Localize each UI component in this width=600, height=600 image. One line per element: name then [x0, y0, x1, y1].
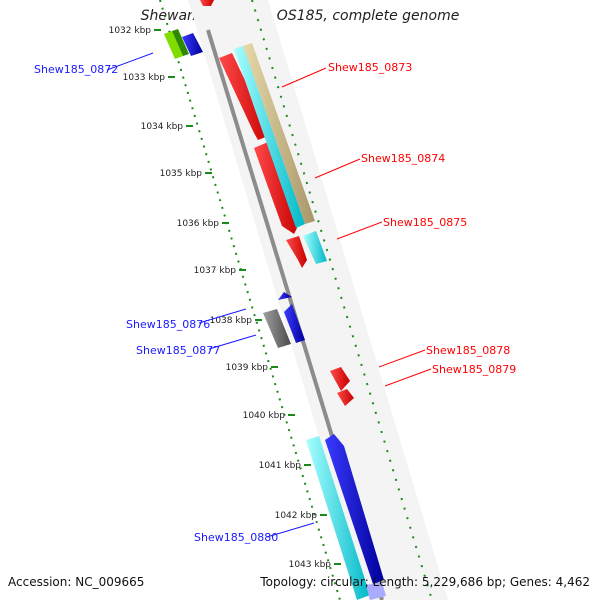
gene-blue-0872	[182, 33, 203, 56]
tick-label: 1032 kbp	[109, 26, 152, 36]
gene-label[interactable]: Shew185_0880	[194, 531, 278, 544]
gene-cyan-0875	[303, 231, 327, 264]
gene-leader-line	[266, 522, 315, 538]
gene-leader-line	[314, 158, 361, 179]
map-band	[188, 0, 448, 600]
gene-red-0878	[330, 367, 350, 391]
gene-leader-line	[378, 349, 426, 368]
gene-label[interactable]: Shew185_0879	[432, 363, 516, 376]
tick-label: 1038 kbp	[210, 316, 253, 326]
gene-label[interactable]: Shew185_0877	[136, 344, 220, 357]
gene-blue-0876b	[284, 304, 305, 343]
gene-red-top	[200, 0, 214, 6]
tick-label: 1042 kbp	[275, 511, 318, 521]
gene-leader-line	[336, 221, 383, 240]
gene-label[interactable]: Shew185_0876	[126, 318, 210, 331]
genome-summary: Topology: circular; Length: 5,229,686 bp…	[260, 575, 590, 589]
gene-label[interactable]: Shew185_0875	[383, 216, 467, 229]
gene-red-0875	[286, 236, 307, 268]
gene-leader-line	[384, 368, 432, 387]
accession-text: Accession: NC_009665	[8, 575, 145, 589]
gene-red-0874	[254, 142, 299, 234]
gene-lime-0872	[164, 31, 183, 59]
gene-label[interactable]: Shew185_0873	[328, 61, 412, 74]
tick-label: 1040 kbp	[243, 411, 286, 421]
gene-leader-line	[281, 67, 327, 88]
gene-blue-bottom	[366, 582, 386, 600]
gene-cyan-0880	[306, 436, 370, 600]
gene-blue-0876	[278, 292, 292, 300]
tick-label: 1037 kbp	[194, 266, 237, 276]
gene-label[interactable]: Shew185_0878	[426, 344, 510, 357]
gene-gray-0877	[263, 309, 291, 348]
gene-leader-line	[198, 308, 247, 324]
scale-ticks: 1032 kbp 1033 kbp 1034 kbp 1035 kbp 1036 kbp…	[109, 26, 341, 570]
gene-tan-0873	[243, 43, 315, 224]
tick-label: 1034 kbp	[141, 122, 184, 132]
gene-leader-line	[106, 52, 154, 71]
gene-leader-line	[208, 334, 257, 350]
gene-blue-0880	[325, 434, 384, 584]
gene-label[interactable]: Shew185_0874	[361, 152, 445, 165]
gene-green-0872	[172, 29, 189, 56]
feature-tracks	[164, 0, 386, 600]
tick-label: 1033 kbp	[123, 73, 166, 83]
tick-label: 1039 kbp	[226, 363, 269, 373]
tick-label: 1035 kbp	[160, 169, 203, 179]
gene-cyan-0873	[234, 46, 305, 228]
gene-labels: Shew185_0872 Shew185_0873 Shew185_0874 Shew…	[34, 52, 516, 544]
tick-label: 1036 kbp	[177, 219, 220, 229]
tick-label: 1043 kbp	[289, 560, 332, 570]
gene-red-0879	[337, 389, 354, 406]
gene-label[interactable]: Shew185_0872	[34, 63, 118, 76]
outer-guide-left	[159, 0, 341, 600]
tick-label: 1041 kbp	[259, 461, 302, 471]
